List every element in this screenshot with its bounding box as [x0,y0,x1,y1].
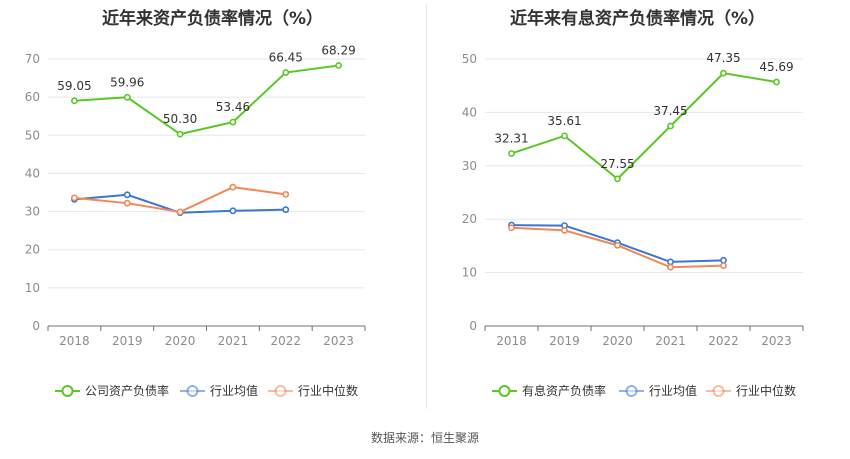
y-tick-label: 10 [462,266,477,280]
series-line [74,64,339,136]
data-point[interactable] [123,191,131,199]
chart-title-interest-debt-ratio: 近年来有息资产负债率情况（%） [509,9,766,29]
y-tick-label: 60 [25,90,40,104]
y-tick-label: 50 [462,52,477,66]
series-line [511,72,777,181]
legend-label: 行业均值 [210,383,258,398]
interest-debt-ratio-chart: 0 10 20 30 40 50 2018 2019 2020 2021 2022 2023 32.31… [462,51,804,398]
data-point[interactable] [720,262,727,270]
data-point[interactable] [282,206,290,214]
y-tick-label: 0 [32,319,40,333]
x-tick-label: 2023 [323,334,354,348]
data-point[interactable] [773,78,780,86]
y-tick-label: 20 [462,212,477,226]
legend-marker [625,385,638,397]
debt-ratio-chart: 0 10 20 30 40 50 60 70 2018 2019 2020 2021 2022 2023 5… [25,44,366,398]
y-tick-label: 10 [25,281,40,295]
y-tick-label: 0 [469,319,477,333]
chart-title-debt-ratio: 近年来资产负债率情况（%） [101,9,324,29]
data-point[interactable] [614,175,621,183]
x-tick-label: 2021 [218,334,249,348]
legend-marker [274,385,287,397]
data-point[interactable] [71,97,78,105]
data-label: 47.35 [706,51,740,65]
legend-marker [186,385,199,397]
x-tick-label: 2023 [761,334,792,348]
data-point[interactable] [71,194,78,202]
x-tick-label: 2018 [59,334,90,348]
data-point[interactable] [667,258,674,266]
data-point[interactable] [176,130,184,138]
data-point[interactable] [335,62,342,69]
legend-item[interactable]: 有息资产负债率 [492,383,606,398]
legend-label: 行业均值 [649,383,697,398]
data-point[interactable] [282,69,290,76]
data-point[interactable] [229,118,237,126]
data-point[interactable] [176,208,184,216]
data-point[interactable] [123,93,131,101]
legend-marker [498,385,511,397]
data-label: 35.61 [547,114,581,128]
data-label: 68.29 [321,44,355,58]
x-tick-label: 2021 [655,334,686,348]
data-source: 数据来源：恒生聚源 [370,431,479,445]
y-tick-label: 40 [25,166,40,180]
legend-item[interactable]: 行业中位数 [268,383,358,398]
data-point[interactable] [720,69,727,77]
legend-item[interactable]: 行业中位数 [706,383,796,398]
data-label: 50.30 [163,112,197,126]
data-point[interactable] [561,132,568,140]
data-label: 59.05 [57,79,91,93]
legend-marker [712,385,725,397]
data-label: 45.69 [759,60,793,74]
x-tick-label: 2019 [549,334,580,348]
x-tick-label: 2022 [270,334,301,348]
y-tick-label: 20 [25,243,40,257]
data-point[interactable] [123,199,131,207]
y-tick-label: 50 [25,128,40,142]
x-tick-label: 2020 [165,334,196,348]
data-label: 66.45 [269,51,303,65]
y-tick-label: 30 [462,159,477,173]
y-tick-label: 70 [25,52,40,66]
data-point[interactable] [282,191,290,198]
data-label: 37.45 [653,104,687,118]
legend-item[interactable]: 行业均值 [619,383,697,398]
data-point[interactable] [561,227,568,234]
x-tick-label: 2020 [602,334,633,348]
legend-label: 有息资产负债率 [522,383,606,398]
legend-label: 行业中位数 [298,383,358,398]
legend-label: 公司资产负债率 [85,383,169,398]
x-tick-label: 2018 [496,334,527,348]
data-point[interactable] [614,241,621,249]
data-point[interactable] [508,224,515,232]
data-label: 27.55 [600,157,634,171]
data-point[interactable] [720,256,727,264]
x-tick-label: 2019 [112,334,143,348]
legend-marker [61,385,74,397]
y-tick-label: 40 [462,105,477,119]
data-point[interactable] [508,150,515,157]
data-label: 53.46 [216,100,250,114]
legend-label: 行业中位数 [736,383,796,398]
data-point[interactable] [667,263,674,271]
series-line [74,186,286,213]
data-point[interactable] [229,207,237,215]
data-point[interactable] [667,122,674,130]
legend-item[interactable]: 公司资产负债率 [55,383,169,398]
y-tick-label: 30 [25,205,40,219]
legend-item[interactable]: 行业均值 [180,383,258,398]
data-point[interactable] [229,183,237,191]
data-label: 59.96 [110,75,144,89]
chart-divider [426,4,427,409]
x-tick-label: 2022 [708,334,739,348]
data-label: 32.31 [494,131,528,145]
